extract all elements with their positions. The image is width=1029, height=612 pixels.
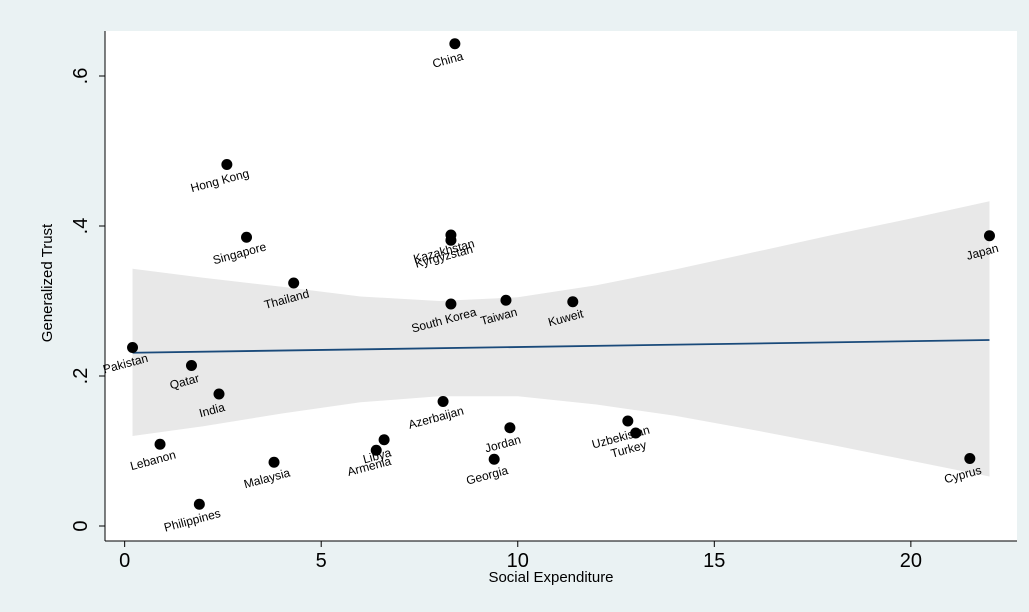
point-malaysia xyxy=(268,456,280,468)
fit-line xyxy=(132,339,990,354)
x-tick-label: 15 xyxy=(703,550,725,572)
x-tick-label: 20 xyxy=(900,550,922,572)
point-india xyxy=(213,388,225,400)
point-south-korea xyxy=(445,298,457,310)
x-tick-label: 0 xyxy=(119,550,130,572)
point-turkey xyxy=(630,427,642,439)
x-axis-title: Social Expenditure xyxy=(488,569,613,586)
point-china xyxy=(449,38,461,50)
points-layer xyxy=(127,38,995,510)
point-singapore xyxy=(241,231,253,243)
y-tick-label: .6 xyxy=(70,68,92,85)
y-tick-label: 0 xyxy=(70,520,92,531)
point-armenia xyxy=(370,444,382,456)
fit-line-layer xyxy=(132,339,990,354)
axes-layer: 0 5 10 15 20 0 .2 .4 .6 xyxy=(70,31,1017,572)
point-jordan xyxy=(504,422,516,434)
point-taiwan xyxy=(500,294,512,306)
confidence-band xyxy=(132,201,990,477)
x-tick-label: 10 xyxy=(507,550,529,572)
point-azerbaijan xyxy=(437,396,449,407)
x-tick-label: 5 xyxy=(316,550,327,572)
point-qatar xyxy=(185,360,197,371)
point-pakistan xyxy=(127,342,139,353)
point-kuweit xyxy=(567,296,579,308)
point-label-india: India xyxy=(198,400,227,420)
y-tick-label: .4 xyxy=(70,218,92,235)
point-georgia xyxy=(488,453,500,465)
point-hong-kong xyxy=(221,159,233,170)
point-japan xyxy=(983,230,995,242)
point-cyprus xyxy=(964,453,976,464)
point-lebanon xyxy=(154,438,166,450)
y-tick-label: .2 xyxy=(70,368,92,385)
point-uzbekistan xyxy=(622,415,634,427)
point-libya xyxy=(378,434,390,446)
point-thailand xyxy=(288,277,300,289)
point-philippines xyxy=(193,498,205,510)
y-axis-title: Generalized Trust xyxy=(39,223,56,342)
confidence-band-layer xyxy=(132,201,990,477)
point-kyrgyzstan xyxy=(445,234,457,246)
